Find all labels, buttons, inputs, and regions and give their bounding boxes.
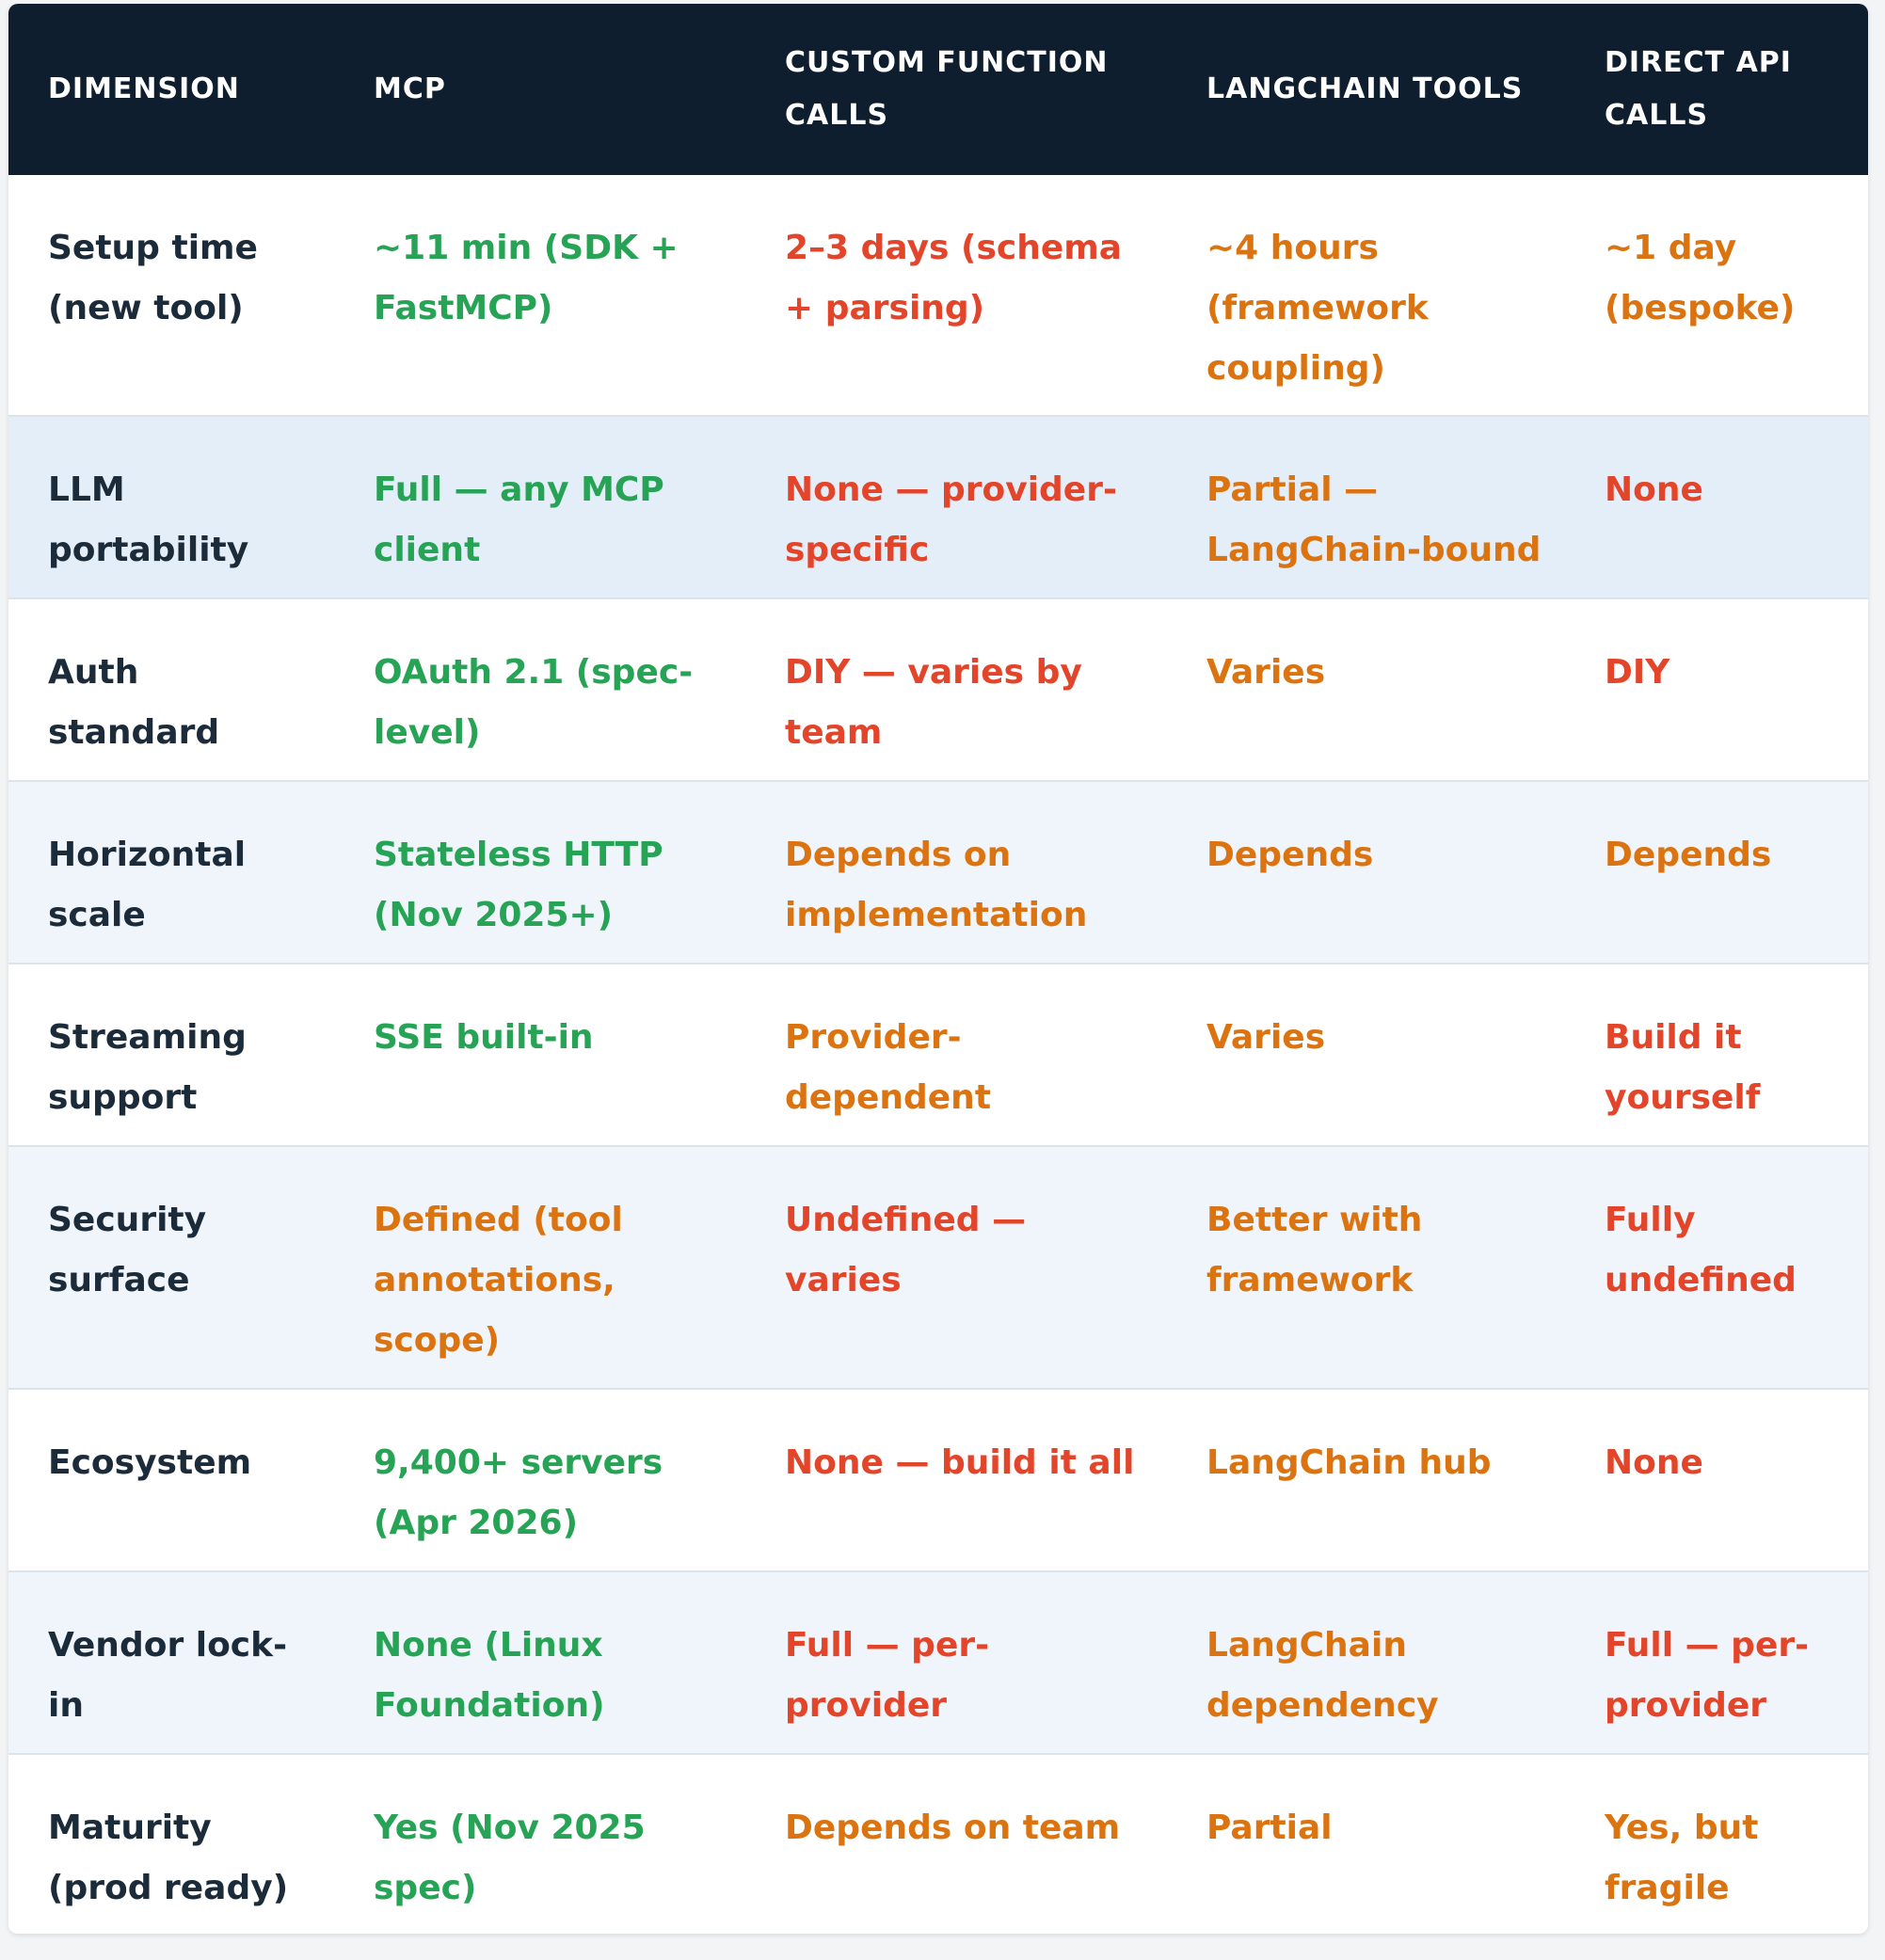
cell-direct-api-calls: ~1 day (bespoke) [1605, 229, 1796, 327]
cell-direct-api-calls: DIY [1565, 598, 1868, 781]
table-header: DIMENSION MCP CUSTOM FUNCTION CALLS LANG… [8, 4, 1868, 175]
header-custom-function-calls: CUSTOM FUNCTION CALLS [785, 46, 1109, 132]
cell-custom-function-calls: DIY — varies by team [745, 598, 1167, 781]
cell-langchain-tools: Varies [1167, 963, 1565, 1146]
row-dimension: Ecosystem [8, 1388, 334, 1571]
header-langchain-tools: LANGCHAIN TOOLS [1206, 72, 1524, 105]
table-row: Vendor lock-in None (Linux Foundation) F… [8, 1570, 1868, 1754]
cell-mcp: Full — any MCP client [334, 415, 745, 598]
cell-custom-function-calls: 2–3 days (schema + parsing) [785, 229, 1123, 327]
header-dimension: DIMENSION [48, 72, 240, 105]
cell-direct-api-calls: None [1565, 415, 1868, 598]
cell-custom-function-calls: Provider-dependent [745, 963, 1167, 1146]
cell-langchain-tools: Partial — LangChain-bound [1167, 415, 1565, 598]
cell-langchain-tools: Varies [1167, 598, 1565, 781]
cell-custom-function-calls: Undefined — varies [745, 1145, 1167, 1389]
table-row: Streaming support SSE built-in Provider-… [8, 963, 1868, 1146]
cell-mcp: OAuth 2.1 (spec-level) [334, 598, 745, 781]
row-dimension: Auth standard [8, 598, 334, 781]
row-dimension: Maturity (prod ready) [8, 1753, 334, 1934]
comparison-table: DIMENSION MCP CUSTOM FUNCTION CALLS LANG… [8, 4, 1868, 1934]
comparison-table-card: DIMENSION MCP CUSTOM FUNCTION CALLS LANG… [8, 4, 1868, 1934]
cell-direct-api-calls: Fully undefined [1565, 1145, 1868, 1389]
header-direct-api-calls: DIRECT API CALLS [1605, 46, 1792, 132]
table-row: LLM portability Full — any MCP client No… [8, 415, 1868, 598]
table-row: Maturity (prod ready) Yes (Nov 2025 spec… [8, 1753, 1868, 1934]
cell-custom-function-calls: Depends on team [745, 1753, 1167, 1934]
cell-direct-api-calls: Yes, but fragile [1565, 1753, 1868, 1934]
header-row: DIMENSION MCP CUSTOM FUNCTION CALLS LANG… [8, 4, 1868, 175]
cell-custom-function-calls: Full — per-provider [745, 1570, 1167, 1754]
cell-langchain-tools: LangChain dependency [1167, 1570, 1565, 1754]
row-dimension: Streaming support [8, 963, 334, 1146]
row-dimension: Setup time (new tool) [48, 229, 258, 327]
table-row: Setup time (new tool) ~11 min (SDK + Fas… [8, 175, 1868, 416]
row-dimension: Vendor lock-in [8, 1570, 334, 1754]
cell-custom-function-calls: None — build it all [745, 1388, 1167, 1571]
header-mcp: MCP [374, 72, 446, 105]
cell-direct-api-calls: Build it yourself [1565, 963, 1868, 1146]
cell-mcp: SSE built-in [334, 963, 745, 1146]
cell-langchain-tools: LangChain hub [1167, 1388, 1565, 1571]
table-body: Setup time (new tool) ~11 min (SDK + Fas… [8, 175, 1868, 1934]
cell-langchain-tools: ~4 hours (framework coupling) [1206, 229, 1429, 388]
cell-mcp: Defined (tool annotations, scope) [334, 1145, 745, 1389]
cell-langchain-tools: Depends [1167, 780, 1565, 964]
row-dimension: Security surface [8, 1145, 334, 1389]
cell-custom-function-calls: None — provider-specific [745, 415, 1167, 598]
cell-langchain-tools: Better with framework [1167, 1145, 1565, 1389]
table-row: Ecosystem 9,400+ servers (Apr 2026) None… [8, 1388, 1868, 1571]
table-row: Auth standard OAuth 2.1 (spec-level) DIY… [8, 598, 1868, 781]
cell-direct-api-calls: Full — per-provider [1565, 1570, 1868, 1754]
cell-mcp: Stateless HTTP (Nov 2025+) [334, 780, 745, 964]
cell-mcp: Yes (Nov 2025 spec) [334, 1753, 745, 1934]
cell-custom-function-calls: Depends on implementation [745, 780, 1167, 964]
row-dimension: LLM portability [8, 415, 334, 598]
cell-mcp: None (Linux Foundation) [334, 1570, 745, 1754]
cell-direct-api-calls: Depends [1565, 780, 1868, 964]
table-row: Horizontal scale Stateless HTTP (Nov 202… [8, 780, 1868, 964]
table-row: Security surface Defined (tool annotatio… [8, 1145, 1868, 1389]
row-dimension: Horizontal scale [8, 780, 334, 964]
cell-mcp: ~11 min (SDK + FastMCP) [374, 229, 679, 327]
cell-direct-api-calls: None [1565, 1388, 1868, 1571]
cell-mcp: 9,400+ servers (Apr 2026) [334, 1388, 745, 1571]
cell-langchain-tools: Partial [1167, 1753, 1565, 1934]
